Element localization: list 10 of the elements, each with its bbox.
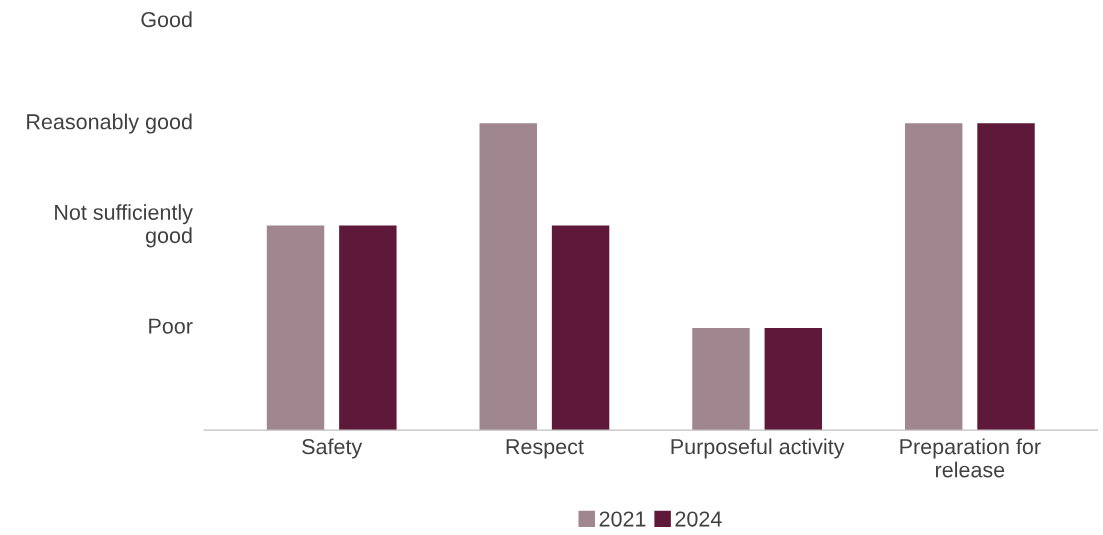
legend-label: 2021 [599,511,646,527]
text: Poor [149,318,193,334]
x-tick-label: Safety [302,438,363,459]
text: Reasonably good [27,113,192,134]
x-tick-label: Purposeful activity [671,438,845,459]
text: Good [141,11,192,28]
x-tick-label: Preparation for release [900,438,1041,478]
text: Not sufficiently good [55,204,193,248]
x-tick-label: Respect [506,439,584,459]
legend-label: 2024 [675,511,722,527]
